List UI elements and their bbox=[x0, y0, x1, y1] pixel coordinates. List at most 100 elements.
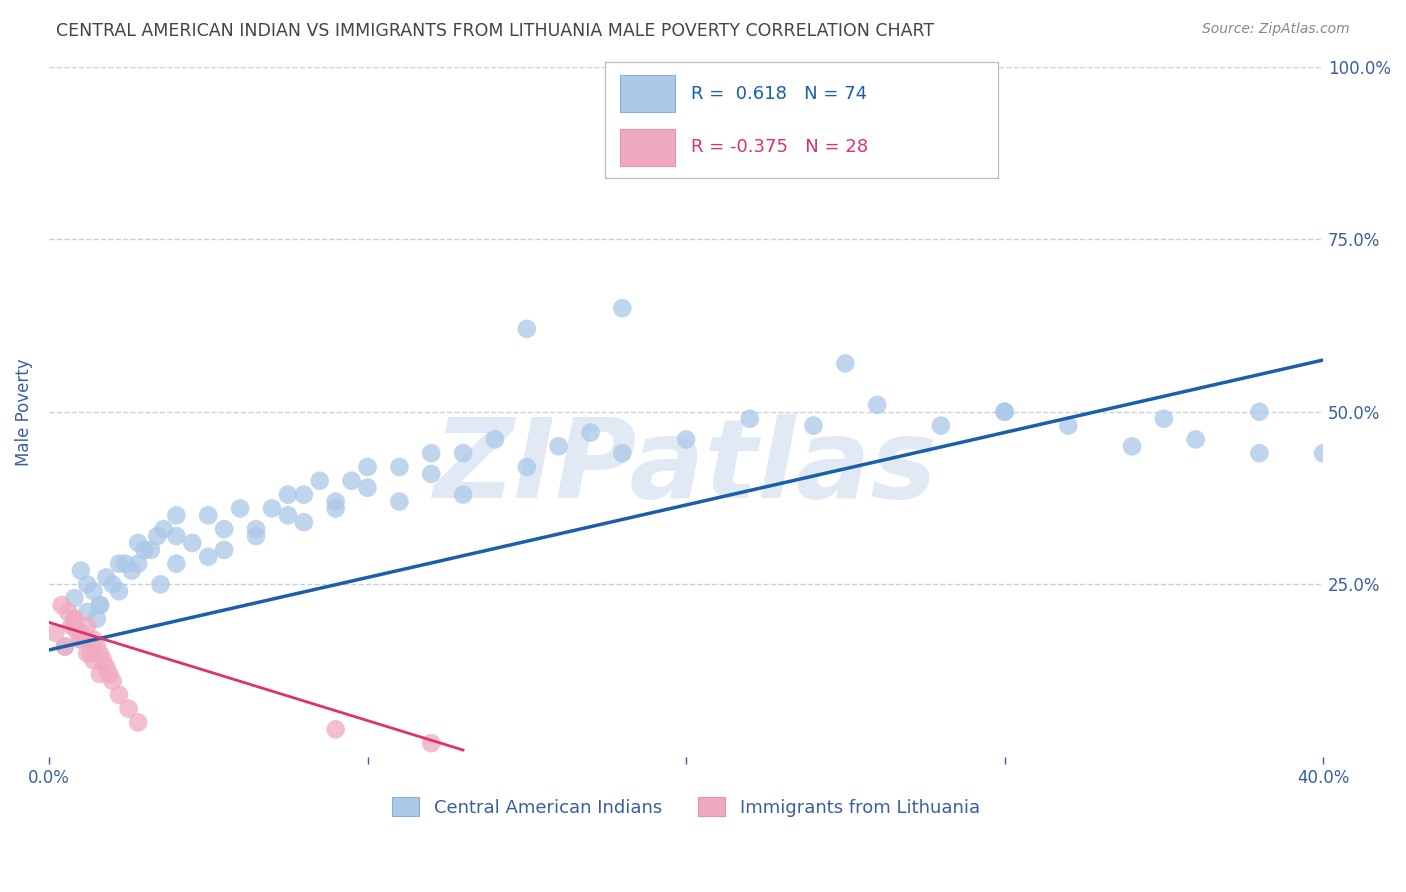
Point bbox=[149, 577, 172, 591]
Point bbox=[356, 460, 378, 475]
Point bbox=[96, 570, 118, 584]
Point bbox=[229, 501, 252, 516]
Point bbox=[292, 515, 315, 529]
Text: ZIPatlas: ZIPatlas bbox=[434, 414, 938, 521]
Point bbox=[108, 584, 131, 599]
Point bbox=[53, 640, 76, 654]
Point bbox=[325, 494, 347, 508]
Point bbox=[63, 591, 86, 606]
Point bbox=[83, 584, 105, 599]
Point bbox=[612, 446, 634, 460]
Point bbox=[66, 625, 89, 640]
Point bbox=[83, 653, 105, 667]
Point bbox=[101, 673, 124, 688]
Point bbox=[101, 577, 124, 591]
Point bbox=[63, 619, 86, 633]
Point bbox=[127, 557, 149, 571]
Point bbox=[146, 529, 169, 543]
Point bbox=[63, 612, 86, 626]
Point bbox=[139, 542, 162, 557]
Point bbox=[260, 501, 283, 516]
Point bbox=[994, 405, 1017, 419]
Point bbox=[76, 605, 98, 619]
Point bbox=[325, 723, 347, 737]
Point bbox=[212, 522, 235, 536]
Point bbox=[127, 715, 149, 730]
Point bbox=[388, 494, 411, 508]
Point bbox=[121, 564, 143, 578]
Point bbox=[60, 619, 83, 633]
Y-axis label: Male Poverty: Male Poverty bbox=[15, 358, 32, 466]
Point bbox=[89, 647, 111, 661]
Point bbox=[73, 632, 96, 647]
Text: CENTRAL AMERICAN INDIAN VS IMMIGRANTS FROM LITHUANIA MALE POVERTY CORRELATION CH: CENTRAL AMERICAN INDIAN VS IMMIGRANTS FR… bbox=[56, 22, 935, 40]
Point bbox=[1249, 446, 1271, 460]
Point bbox=[1153, 411, 1175, 425]
Point bbox=[79, 647, 101, 661]
Point bbox=[165, 557, 187, 571]
Point bbox=[929, 418, 952, 433]
Point bbox=[738, 411, 761, 425]
Point bbox=[994, 405, 1017, 419]
Point bbox=[277, 508, 299, 523]
Point bbox=[516, 460, 538, 475]
Point bbox=[547, 439, 569, 453]
Point bbox=[56, 605, 79, 619]
Point bbox=[834, 356, 856, 370]
Point bbox=[277, 488, 299, 502]
Text: R = -0.375   N = 28: R = -0.375 N = 28 bbox=[692, 138, 869, 156]
Point bbox=[69, 564, 91, 578]
Text: R =  0.618   N = 74: R = 0.618 N = 74 bbox=[692, 85, 868, 103]
Point bbox=[69, 625, 91, 640]
Text: Source: ZipAtlas.com: Source: ZipAtlas.com bbox=[1202, 22, 1350, 37]
Point bbox=[127, 536, 149, 550]
Point bbox=[89, 667, 111, 681]
Point bbox=[76, 619, 98, 633]
Point bbox=[108, 557, 131, 571]
Point bbox=[420, 467, 443, 481]
Point bbox=[866, 398, 889, 412]
Point bbox=[76, 577, 98, 591]
Point bbox=[1057, 418, 1080, 433]
Point bbox=[197, 508, 219, 523]
Point bbox=[1312, 446, 1334, 460]
Point bbox=[388, 460, 411, 475]
Point bbox=[579, 425, 602, 440]
Point bbox=[1249, 405, 1271, 419]
Point bbox=[98, 667, 121, 681]
Point bbox=[165, 529, 187, 543]
Point bbox=[1121, 439, 1143, 453]
Point bbox=[63, 612, 86, 626]
Point bbox=[420, 446, 443, 460]
Point bbox=[308, 474, 330, 488]
Point bbox=[212, 542, 235, 557]
Point bbox=[83, 632, 105, 647]
Point bbox=[89, 598, 111, 612]
Point bbox=[86, 640, 108, 654]
Point bbox=[89, 598, 111, 612]
Point bbox=[91, 653, 114, 667]
Point bbox=[1184, 433, 1206, 447]
Point bbox=[86, 612, 108, 626]
Point bbox=[134, 542, 156, 557]
Point bbox=[451, 488, 474, 502]
Point bbox=[612, 301, 634, 316]
Point bbox=[51, 598, 73, 612]
Point bbox=[69, 632, 91, 647]
Point bbox=[675, 433, 697, 447]
Point bbox=[245, 522, 267, 536]
Point bbox=[292, 488, 315, 502]
Point bbox=[197, 549, 219, 564]
Point bbox=[181, 536, 204, 550]
Point bbox=[451, 446, 474, 460]
Point bbox=[108, 688, 131, 702]
Point bbox=[69, 632, 91, 647]
Point bbox=[76, 647, 98, 661]
Point bbox=[803, 418, 825, 433]
Point bbox=[96, 660, 118, 674]
Point bbox=[53, 640, 76, 654]
Point bbox=[245, 529, 267, 543]
Point bbox=[117, 701, 139, 715]
Point bbox=[152, 522, 174, 536]
Point bbox=[340, 474, 363, 488]
